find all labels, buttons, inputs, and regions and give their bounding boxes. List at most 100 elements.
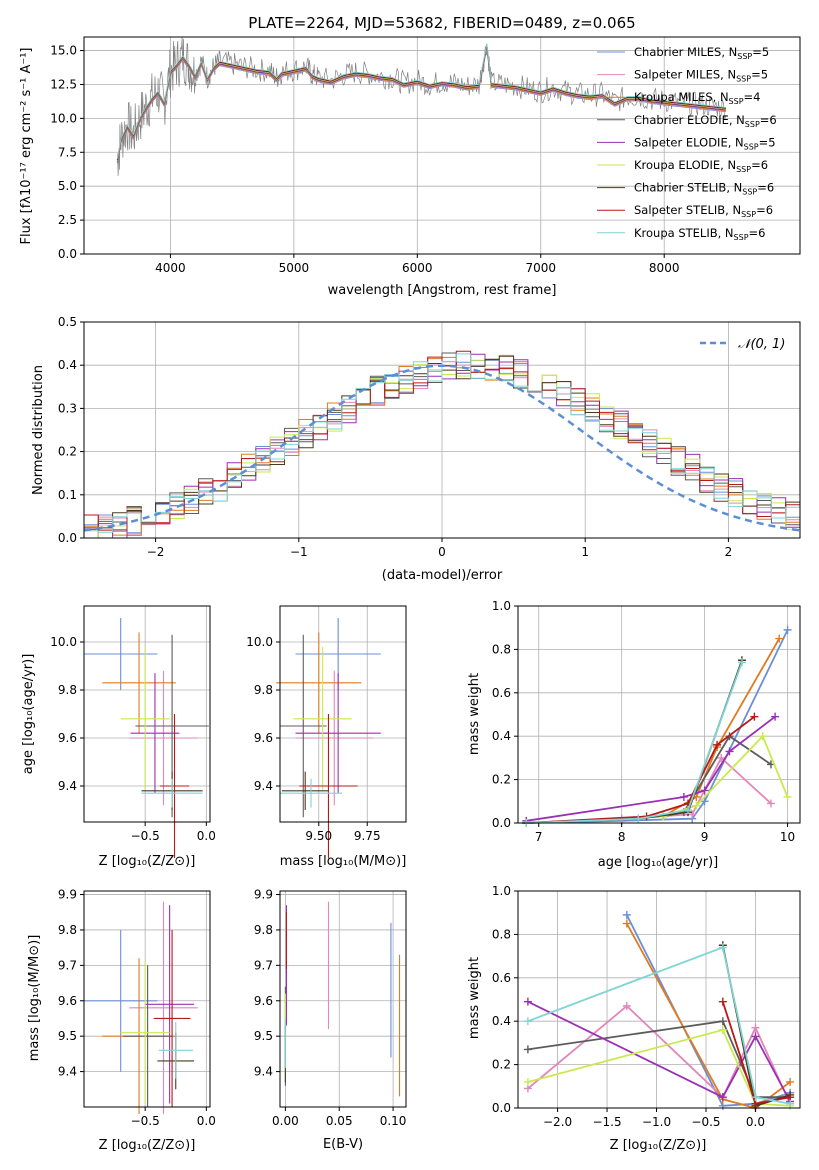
z-mass-grid <box>84 891 210 1107</box>
histogram-data <box>83 350 801 539</box>
z-weight-series-marker <box>622 1002 631 1011</box>
ebv-mass-xlabel: E(B-V) <box>323 1137 363 1152</box>
spectrum-ytick-label: 10.0 <box>50 111 77 125</box>
age-weight-series-marker <box>737 658 746 667</box>
ebv-mass-ytick-label: 9.6 <box>254 994 273 1008</box>
z-weight-series-marker <box>751 1093 760 1102</box>
spectrum-axes: 4000 5000 6000 7000 8000 0.0 2.5 5.0 7.5 10.0 12.5… <box>50 36 801 275</box>
z-weight-series-line <box>527 1028 791 1107</box>
z-age-ytick-label: 10.0 <box>50 635 77 649</box>
ebv-vs-mass-panel: 0.00 0.05 0.10 9.4 9.5 9.6 9.7 9.8 9.9 E(B-V) <box>254 888 407 1152</box>
age-weight-series-marker <box>775 634 784 643</box>
age-weight-series-marker <box>700 786 709 795</box>
mass-age-xlabel: mass [log₁₀(M/M⊙)] <box>280 854 407 869</box>
age-weight-ytick-label: 0.6 <box>492 686 511 700</box>
z-mass-ytick-label: 9.6 <box>58 994 77 1008</box>
z-weight-ytick-label: 0.6 <box>492 971 511 985</box>
age-weight-ytick-label: 0.2 <box>492 773 511 787</box>
age-weight-xlabel: age [log₁₀(age/yr)] <box>598 855 719 870</box>
z-weight-series-line <box>527 1020 791 1099</box>
spectrum-xtick-label: 6000 <box>402 261 433 275</box>
histogram-ytick-label: 0.2 <box>58 445 77 459</box>
spectrum-ytick-label: 0.0 <box>58 247 77 261</box>
ebv-mass-ytick-label: 9.7 <box>254 958 273 972</box>
age-weight-series-marker <box>758 732 767 741</box>
gaussian-curve <box>83 364 801 532</box>
z-mass-xtick-label: −0.5 <box>131 1114 160 1128</box>
z-weight-ytick-label: 0.8 <box>492 927 511 941</box>
age-weight-ytick-label: 0.8 <box>492 642 511 656</box>
z-weight-series-marker <box>523 1077 532 1086</box>
age-weight-series-line <box>526 662 743 824</box>
z-mass-weight-panel: −2.0 −1.5 −1.0 −0.5 0.0 0.0 0.2 0.4 0.6 0.8 1.0 Z … <box>467 884 801 1153</box>
mass-age-axes: 9.50 9.75 9.4 9.6 9.8 10.0 <box>246 605 407 843</box>
z-age-ytick-label: 9.8 <box>58 683 77 697</box>
histogram-xtick-label: −1 <box>290 545 308 559</box>
z-weight-grid <box>518 890 800 1109</box>
spectrum-panel: PLATE=2264, MJD=53682, FIBERID=0489, z=0… <box>19 14 801 298</box>
age-weight-series-marker <box>717 753 726 762</box>
age-weight-series-marker <box>783 792 792 801</box>
z-age-xtick-label: 0.0 <box>197 829 216 843</box>
z-mass-xtick-label: 0.0 <box>197 1114 216 1128</box>
z-weight-series-marker <box>751 1032 760 1041</box>
z-weight-axes: −2.0 −1.5 −1.0 −0.5 0.0 0.0 0.2 0.4 0.6 0.8 1.0 <box>492 884 801 1129</box>
histogram-ytick-label: 0.0 <box>58 531 77 545</box>
spectrum-ytick-label: 5.0 <box>58 179 77 193</box>
age-mass-weight-panel: 7 8 9 10 0.0 0.2 0.4 0.6 0.8 1.0 age [log₁₀(age/y… <box>467 599 801 870</box>
z-mass-ytick-label: 9.4 <box>58 1065 77 1079</box>
ebv-mass-xtick-label: 0.10 <box>380 1114 407 1128</box>
z-weight-frame <box>517 890 801 1109</box>
z-weight-series-marker <box>718 1017 727 1026</box>
z-weight-series-marker <box>523 1045 532 1054</box>
mass-age-ytick-label: 9.4 <box>254 779 273 793</box>
age-weight-ytick-label: 0.4 <box>492 729 511 743</box>
ebv-mass-ytick-label: 9.5 <box>254 1029 273 1043</box>
z-weight-ylabel: mass weight <box>467 957 482 1039</box>
age-weight-series-marker <box>783 625 792 634</box>
ebv-mass-xtick-label: 0.00 <box>272 1114 299 1128</box>
z-age-grid <box>84 606 210 822</box>
age-weight-xtick-label: 10 <box>780 830 795 844</box>
age-weight-frame <box>517 605 801 824</box>
age-weight-series-line <box>526 756 772 824</box>
legend-label: Chabrier MILES, NSSP=5 <box>634 45 769 61</box>
age-weight-series-marker <box>700 797 709 806</box>
z-mass-frame <box>83 890 211 1108</box>
mass-age-ytick-label: 9.6 <box>254 731 273 745</box>
spectrum-xlabel: wavelength [Angstrom, rest frame] <box>328 283 557 298</box>
z-weight-xtick-label: −2.0 <box>543 1115 572 1129</box>
spectrum-xtick-label: 4000 <box>155 261 186 275</box>
z-weight-xtick-label: −1.5 <box>592 1115 621 1129</box>
spectrum-xtick-label: 5000 <box>279 261 310 275</box>
z-weight-xlabel: Z [log₁₀(Z/Z⊙)] <box>610 1138 707 1153</box>
z-age-data <box>84 618 209 858</box>
legend-label: Salpeter MILES, NSSP=5 <box>634 68 768 84</box>
residual-histogram-panel: −2 −1 0 1 2 0.0 0.1 0.2 0.3 0.4 0.5 (data-model)/e… <box>31 315 801 583</box>
legend-label: Kroupa MILES, NSSP=4 <box>634 90 760 106</box>
z-weight-series-marker <box>786 1099 795 1108</box>
histogram-xtick-label: 0 <box>438 545 446 559</box>
age-weight-series-marker <box>750 712 759 721</box>
z-age-xtick-label: −0.5 <box>131 829 160 843</box>
legend-label: Salpeter STELIB, NSSP=6 <box>634 203 773 219</box>
age-weight-series-marker <box>713 740 722 749</box>
mass-age-data <box>276 618 381 858</box>
z-mass-xlabel: Z [log₁₀(Z/Z⊙)] <box>99 1138 196 1153</box>
mass-age-xtick-label: 9.75 <box>354 829 381 843</box>
age-weight-axes: 7 8 9 10 0.0 0.2 0.4 0.6 0.8 1.0 <box>492 599 801 844</box>
z-weight-ytick-label: 0.2 <box>492 1058 511 1072</box>
legend-label: Kroupa ELODIE, NSSP=6 <box>634 158 768 174</box>
age-weight-series-marker <box>766 799 775 808</box>
z-weight-series-marker <box>718 997 727 1006</box>
z-mass-ytick-label: 9.8 <box>58 923 77 937</box>
histogram-legend: 𝒩(0, 1) <box>700 337 785 352</box>
age-weight-ytick-label: 1.0 <box>492 599 511 613</box>
age-weight-xtick-label: 9 <box>701 830 709 844</box>
histogram-xtick-label: −2 <box>147 545 165 559</box>
z-vs-mass-panel: −0.5 0.0 9.4 9.5 9.6 9.7 9.8 9.9 Z [log₁₀(Z/Z⊙)… <box>27 888 216 1153</box>
age-weight-series-marker <box>771 712 780 721</box>
age-weight-series-line <box>526 629 789 824</box>
legend-label: Salpeter ELODIE, NSSP=5 <box>634 135 776 151</box>
